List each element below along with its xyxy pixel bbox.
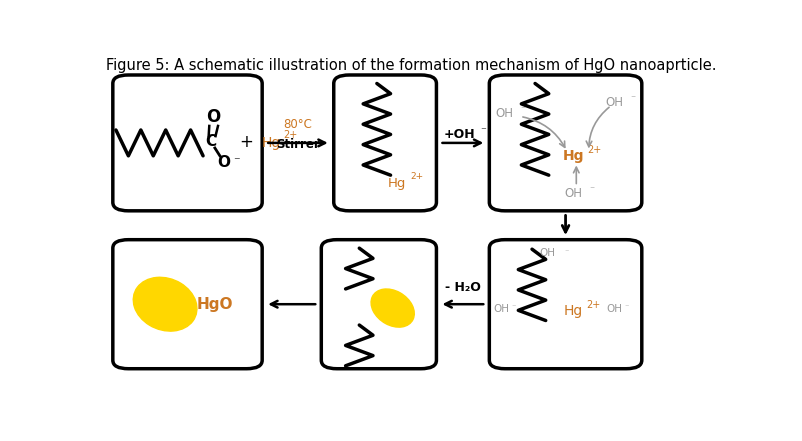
Text: Hg: Hg xyxy=(563,304,582,318)
Text: ⁻: ⁻ xyxy=(480,126,485,136)
Text: Hg: Hg xyxy=(387,177,406,190)
Text: ⁻: ⁻ xyxy=(589,186,593,195)
Text: O: O xyxy=(217,155,230,170)
Text: ⁻: ⁻ xyxy=(511,302,515,311)
Text: +OH: +OH xyxy=(444,128,475,141)
Text: ⁻: ⁻ xyxy=(563,247,568,256)
Text: OH: OH xyxy=(495,107,513,120)
FancyBboxPatch shape xyxy=(112,240,261,369)
FancyBboxPatch shape xyxy=(488,240,641,369)
Text: +: + xyxy=(239,133,253,151)
Text: 2+: 2+ xyxy=(586,145,601,155)
FancyBboxPatch shape xyxy=(112,75,261,211)
Text: 2+: 2+ xyxy=(586,299,600,310)
Text: OH: OH xyxy=(564,187,581,200)
Text: 2+: 2+ xyxy=(411,172,423,181)
Text: Hg: Hg xyxy=(261,136,281,150)
Text: 80°C: 80°C xyxy=(283,118,312,131)
Text: OH: OH xyxy=(605,96,622,108)
Text: OH: OH xyxy=(493,304,509,314)
Text: Hg: Hg xyxy=(561,149,583,164)
Ellipse shape xyxy=(133,277,196,331)
Text: 2+: 2+ xyxy=(283,131,297,140)
Text: - H₂O: - H₂O xyxy=(444,281,480,295)
Text: O: O xyxy=(206,108,221,127)
Text: ⁻: ⁻ xyxy=(233,155,240,168)
Text: ⁻: ⁻ xyxy=(520,105,525,115)
Text: OH: OH xyxy=(539,248,555,258)
Text: HgO: HgO xyxy=(196,297,233,312)
Text: OH: OH xyxy=(606,304,622,314)
Text: Figure 5: A schematic illustration of the formation mechanism of HgO nanoaprticl: Figure 5: A schematic illustration of th… xyxy=(106,58,716,73)
Ellipse shape xyxy=(371,289,414,327)
Text: ⁻: ⁻ xyxy=(630,94,635,105)
Text: C: C xyxy=(205,135,216,149)
Text: ⁻: ⁻ xyxy=(624,302,628,311)
FancyBboxPatch shape xyxy=(321,240,436,369)
Text: Stirrer: Stirrer xyxy=(276,138,319,151)
FancyBboxPatch shape xyxy=(334,75,436,211)
FancyBboxPatch shape xyxy=(488,75,641,211)
